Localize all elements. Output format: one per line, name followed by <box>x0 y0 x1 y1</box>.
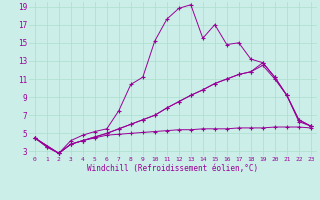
X-axis label: Windchill (Refroidissement éolien,°C): Windchill (Refroidissement éolien,°C) <box>87 164 258 173</box>
